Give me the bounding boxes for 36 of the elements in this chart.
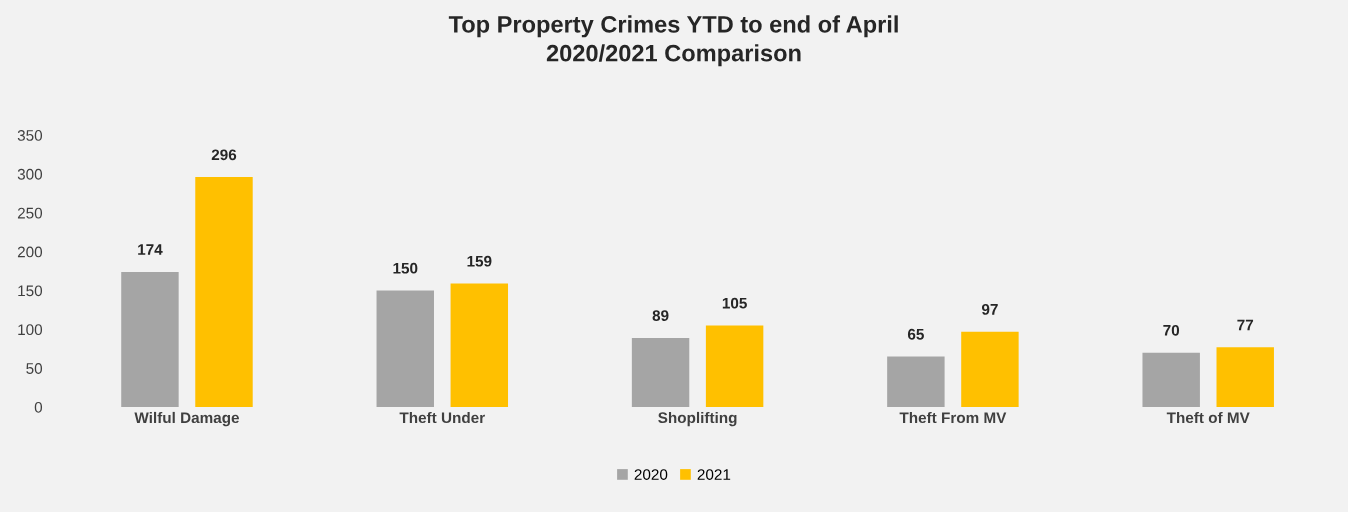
y-tick-label: 50 xyxy=(26,363,43,374)
chart-title: Top Property Crimes YTD to end of April 2020/2021 Comparison xyxy=(448,15,898,67)
bar xyxy=(376,290,434,408)
data-label: 159 xyxy=(467,255,492,267)
data-label: 70 xyxy=(1163,324,1180,336)
y-tick-label: 350 xyxy=(17,130,43,141)
bar xyxy=(1142,352,1200,408)
bar xyxy=(195,177,253,408)
legend-label: 2020 xyxy=(634,469,668,480)
x-tick-label: Wilful Damage xyxy=(134,411,240,427)
data-label: 105 xyxy=(722,297,747,309)
bar xyxy=(887,356,945,408)
bar xyxy=(961,331,1019,408)
x-tick-label: Theft Under xyxy=(399,411,485,424)
y-tick-label: 150 xyxy=(18,285,43,297)
bar xyxy=(121,271,179,408)
bar xyxy=(450,283,509,408)
y-tick-label: 250 xyxy=(17,207,43,219)
data-label: 77 xyxy=(1237,319,1254,331)
data-label: 174 xyxy=(138,244,163,255)
x-tick-label: Theft of MV xyxy=(1166,411,1250,424)
data-label: 65 xyxy=(907,328,924,340)
bar xyxy=(705,325,764,408)
bar xyxy=(1216,347,1274,408)
bar xyxy=(631,337,690,408)
y-tick-label: 300 xyxy=(17,168,43,180)
data-label: 89 xyxy=(652,310,669,321)
x-tick-label: Shoplifting xyxy=(658,411,737,427)
data-label: 296 xyxy=(211,149,237,161)
y-tick-label: 100 xyxy=(18,324,43,336)
legend-label: 2021 xyxy=(697,469,731,480)
y-tick-label: 200 xyxy=(17,246,43,258)
data-label: 150 xyxy=(393,262,418,274)
y-tick-label: 0 xyxy=(34,401,43,413)
data-label: 97 xyxy=(981,303,998,315)
x-tick-label: Theft From MV xyxy=(899,411,1007,424)
